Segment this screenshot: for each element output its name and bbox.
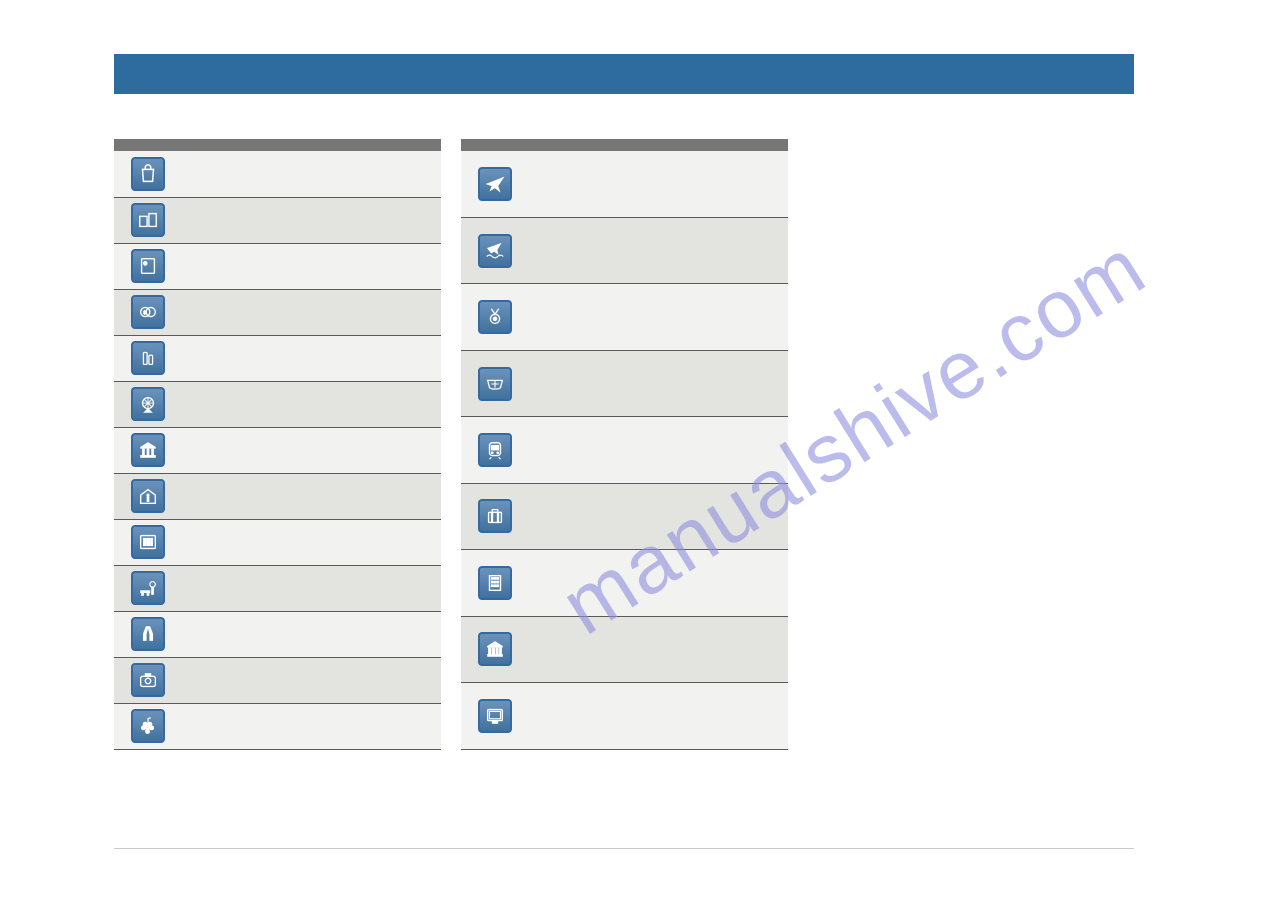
table-row <box>114 473 441 519</box>
row-label <box>181 611 441 657</box>
table-row <box>461 350 788 416</box>
screen-icon <box>478 699 512 733</box>
row-label <box>181 335 441 381</box>
row-label <box>528 151 788 217</box>
table-row <box>114 381 441 427</box>
row-label <box>181 289 441 335</box>
row-label <box>528 217 788 283</box>
footer-divider <box>114 848 1134 849</box>
table-row <box>461 616 788 682</box>
row-label <box>181 381 441 427</box>
poi-table-right <box>461 139 788 750</box>
bank-icon <box>478 632 512 666</box>
col-header-icon <box>114 139 181 151</box>
table-row <box>461 217 788 283</box>
ship-badge-icon <box>478 367 512 401</box>
price-book-icon: $ <box>131 249 165 283</box>
row-label <box>181 243 441 289</box>
row-label <box>181 565 441 611</box>
row-label <box>528 550 788 616</box>
table-row <box>114 565 441 611</box>
table-row <box>114 427 441 473</box>
park-bench-icon <box>131 571 165 605</box>
table-row: $ <box>114 289 441 335</box>
table-row <box>461 417 788 483</box>
section-title-bar <box>114 54 1134 94</box>
row-label <box>181 197 441 243</box>
table-row <box>461 284 788 350</box>
row-label <box>181 657 441 703</box>
table-row <box>114 519 441 565</box>
table-row <box>461 550 788 616</box>
plane-wave-icon <box>478 234 512 268</box>
airplane-icon <box>478 167 512 201</box>
tables-container: $ $ <box>114 139 1134 750</box>
table-row <box>461 483 788 549</box>
col-header-desc <box>181 139 441 151</box>
museum-icon <box>131 433 165 467</box>
row-label <box>181 703 441 749</box>
coins-icon: $ <box>131 295 165 329</box>
gallery-icon <box>131 525 165 559</box>
table-row <box>114 657 441 703</box>
table-row <box>114 151 441 197</box>
grapes-icon <box>131 709 165 743</box>
shopping-bag-icon <box>131 157 165 191</box>
shops-icon <box>131 203 165 237</box>
svg-text:$: $ <box>144 262 146 266</box>
col-header-icon <box>461 139 528 151</box>
suitcase-icon <box>478 499 512 533</box>
row-label <box>528 417 788 483</box>
poi-table-left: $ $ <box>114 139 441 750</box>
row-label <box>528 616 788 682</box>
row-label <box>528 483 788 549</box>
row-label <box>528 683 788 750</box>
metro-icon <box>478 433 512 467</box>
table-row <box>114 197 441 243</box>
building-icon <box>478 566 512 600</box>
camera-icon <box>131 663 165 697</box>
info-house-icon <box>131 479 165 513</box>
ferris-wheel-icon <box>131 387 165 421</box>
table-row <box>461 151 788 217</box>
row-label <box>528 350 788 416</box>
row-label <box>181 427 441 473</box>
bottles-icon <box>131 341 165 375</box>
row-label <box>528 284 788 350</box>
col-header-desc <box>528 139 788 151</box>
table-row <box>114 335 441 381</box>
row-label <box>181 473 441 519</box>
table-row <box>114 703 441 749</box>
table-row <box>114 611 441 657</box>
table-row <box>461 683 788 750</box>
row-label <box>181 519 441 565</box>
table-row: $ <box>114 243 441 289</box>
row-label <box>181 151 441 197</box>
medal-icon <box>478 300 512 334</box>
praying-hands-icon <box>131 617 165 651</box>
